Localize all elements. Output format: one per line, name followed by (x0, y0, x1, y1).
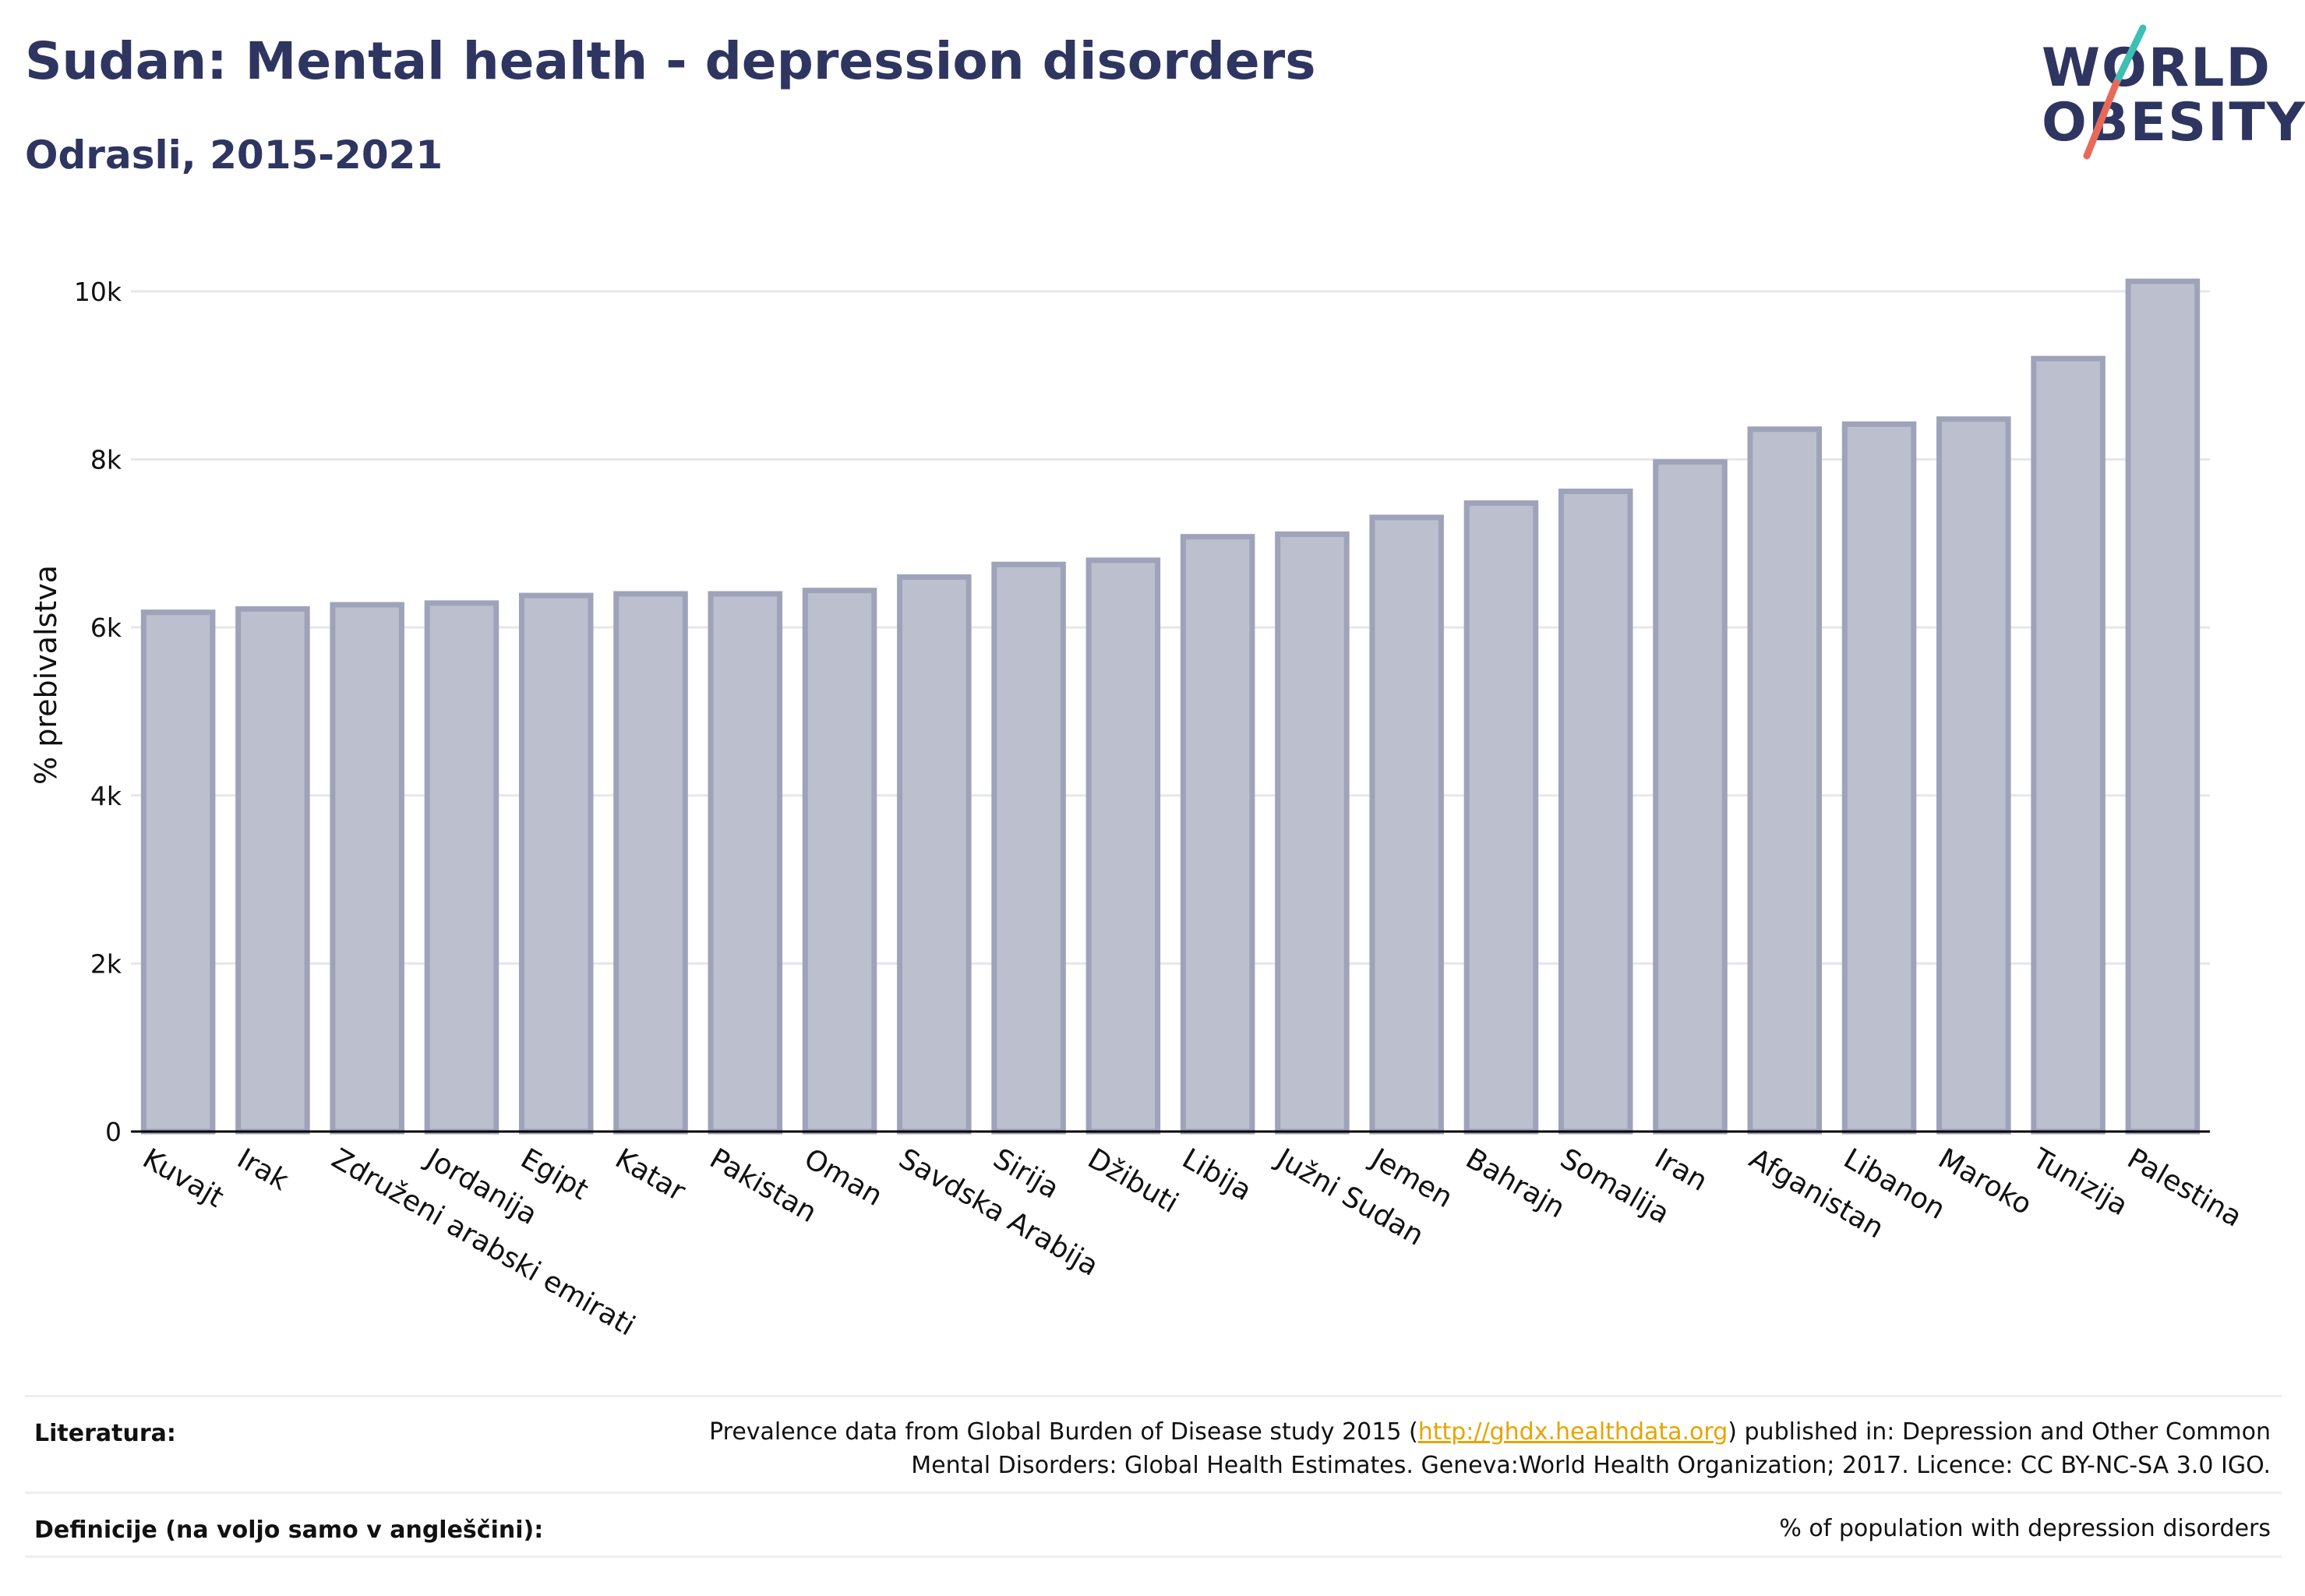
bar (708, 591, 783, 1135)
x-tick-label: Katar (610, 1142, 691, 1208)
bar (897, 574, 972, 1135)
logo-slash-icon (2083, 24, 2147, 160)
footer-divider-top (25, 1395, 2282, 1397)
x-tick-label: Iran (1650, 1142, 1713, 1198)
x-tick-labels: Kuvajt Irak Združeni arabski emiratiJordan… (137, 1142, 2247, 1342)
bar (1841, 421, 1917, 1135)
literature-text-after: ) published in: Depression and Other Com… (911, 1418, 2271, 1479)
chart-title: Sudan: Mental health - depression disord… (25, 31, 1316, 91)
literature-label: Literatura: (34, 1420, 176, 1447)
y-tick-label: 0 (105, 1117, 122, 1147)
y-tick-label: 4k (90, 781, 122, 811)
bar (1558, 488, 1633, 1135)
x-tick-label: Bahrajn (1460, 1142, 1570, 1224)
x-tick-label: Palestina (2122, 1142, 2247, 1234)
bar (1180, 534, 1255, 1135)
y-axis-title: % prebivalstva (29, 565, 63, 785)
definitions-text: % of population with depression disorder… (1779, 1515, 2271, 1542)
bar (991, 561, 1066, 1135)
bars (140, 278, 2201, 1135)
bar (235, 606, 310, 1135)
x-tick-label: Somalija (1555, 1142, 1675, 1231)
y-tick-label: 10k (74, 277, 122, 307)
bar (613, 591, 688, 1135)
footer-divider-bottom (25, 1555, 2282, 1558)
bar (1463, 500, 1539, 1135)
literature-text: Prevalence data from Global Burden of Di… (634, 1415, 2271, 1482)
y-tick-labels: 0 2k 4k 6k 8k 10k (74, 277, 122, 1147)
bar (140, 609, 216, 1135)
bar (802, 588, 877, 1135)
bar (1085, 557, 1161, 1135)
y-tick-label: 2k (90, 948, 122, 979)
x-tick-label: Maroko (1933, 1142, 2037, 1221)
logo-line-2: OBESITY (2042, 92, 2305, 154)
y-tick-label: 6k (90, 613, 122, 643)
bar (1653, 459, 1728, 1135)
bar (2125, 278, 2201, 1135)
bar (330, 602, 404, 1135)
x-tick-label: Tunizija (2027, 1142, 2134, 1223)
bar (1747, 426, 1823, 1135)
y-tick-label: 8k (90, 445, 122, 475)
logo-line-1: WORLD (2042, 37, 2271, 99)
bar (1936, 416, 2011, 1135)
x-tick-label: Pakistan (704, 1142, 822, 1229)
bar (518, 592, 594, 1135)
x-tick-label: Kuvajt (137, 1142, 229, 1214)
bar (424, 600, 499, 1135)
bar (1275, 531, 1350, 1135)
world-obesity-logo: WORLD OBESITY (2026, 22, 2305, 170)
footer-divider-middle (25, 1492, 2282, 1494)
x-tick-label: Džibuti (1082, 1142, 1184, 1220)
chart-subtitle: Odrasli, 2015-2021 (25, 132, 443, 178)
bar (1369, 514, 1444, 1135)
literature-text-before: Prevalence data from Global Burden of Di… (709, 1418, 1418, 1446)
bar (2031, 355, 2106, 1135)
literature-link[interactable]: http://ghdx.healthdata.org (1417, 1418, 1728, 1446)
definitions-label: Definicije (na voljo samo v angleščini): (34, 1517, 544, 1544)
x-tick-label: Irak (231, 1142, 294, 1197)
x-tick-label: Libija (1177, 1142, 1257, 1207)
bar-chart: 0 2k 4k 6k 8k 10k Kuvajt Irak Združeni arabski … (29, 277, 2247, 1343)
